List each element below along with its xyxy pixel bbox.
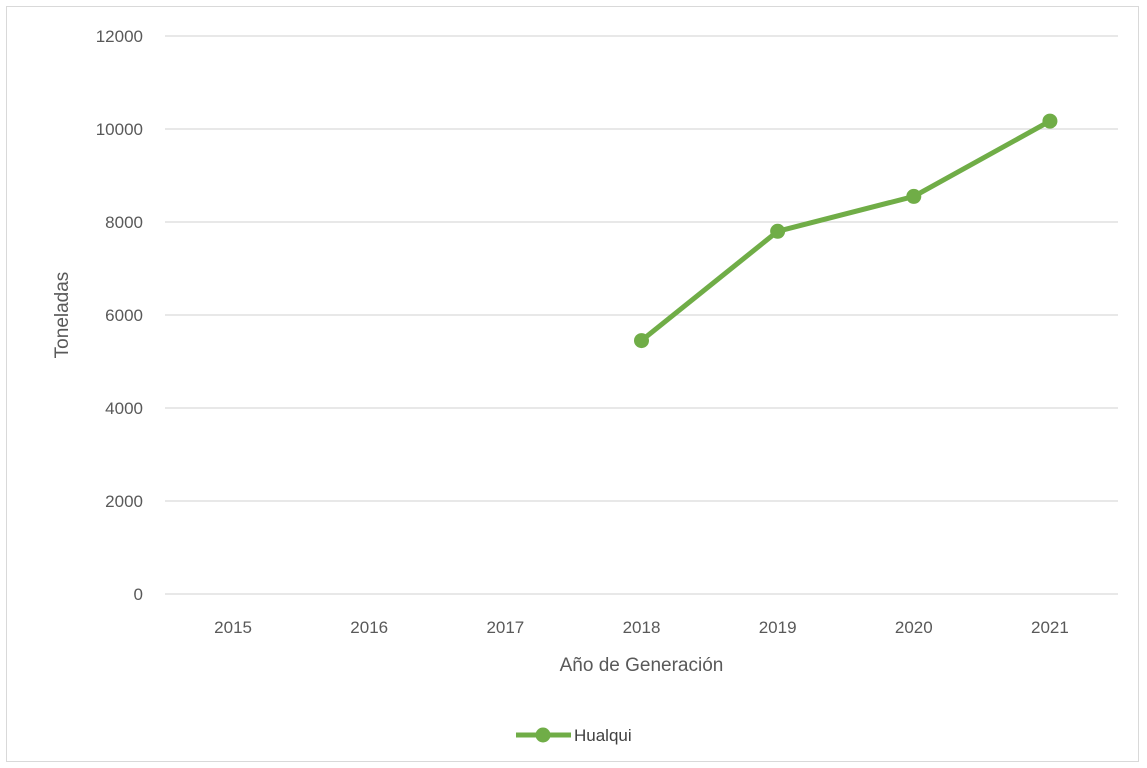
y-tick-label: 10000 bbox=[96, 120, 143, 139]
x-tick-label: 2017 bbox=[486, 618, 524, 637]
y-tick-label: 4000 bbox=[105, 399, 143, 418]
y-tick-label: 0 bbox=[134, 585, 143, 604]
x-tick-label: 2018 bbox=[623, 618, 661, 637]
x-tick-label: 2021 bbox=[1031, 618, 1069, 637]
y-axis-title: Toneladas bbox=[52, 272, 73, 359]
gridlines bbox=[165, 35, 1118, 502]
series-layer bbox=[634, 113, 1058, 349]
legend: Hualqui bbox=[516, 726, 632, 745]
series-hualqui bbox=[634, 113, 1058, 349]
data-point bbox=[906, 188, 922, 204]
legend-label: Hualqui bbox=[574, 726, 632, 745]
series-line bbox=[639, 118, 1053, 344]
y-tick-label: 12000 bbox=[96, 27, 143, 46]
y-tick-label: 8000 bbox=[105, 213, 143, 232]
data-point bbox=[770, 223, 786, 239]
x-tick-label: 2019 bbox=[759, 618, 797, 637]
x-tick-label: 2016 bbox=[350, 618, 388, 637]
x-tick-label: 2020 bbox=[895, 618, 933, 637]
x-tick-label: 2015 bbox=[214, 618, 252, 637]
data-point bbox=[1042, 113, 1058, 129]
x-axis-title: Año de Generación bbox=[560, 655, 724, 676]
y-tick-label: 6000 bbox=[105, 306, 143, 325]
y-axis-ticks: 0 2000 4000 6000 8000 10000 12000 bbox=[96, 27, 143, 604]
legend-swatch-marker bbox=[535, 727, 551, 743]
chart-frame bbox=[6, 6, 1139, 762]
x-axis-ticks: 2015 2016 2017 2018 2019 2020 2021 bbox=[214, 618, 1069, 637]
data-point bbox=[634, 333, 649, 349]
y-tick-label: 2000 bbox=[105, 492, 143, 511]
